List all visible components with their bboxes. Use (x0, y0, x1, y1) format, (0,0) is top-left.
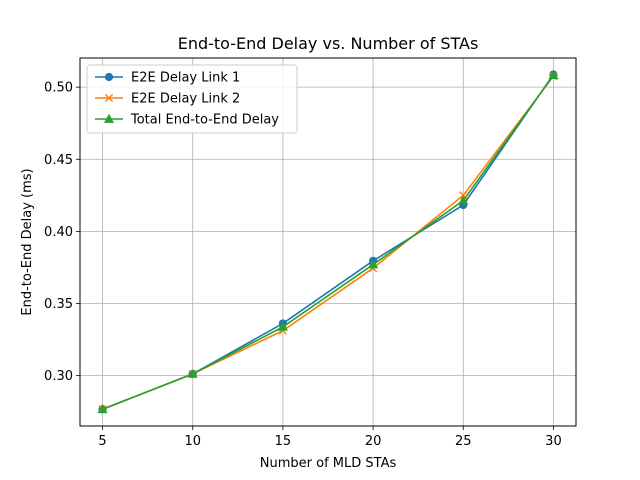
y-tick-label: 0.30 (44, 369, 73, 384)
data-point (187, 368, 198, 378)
series-line (102, 74, 555, 411)
legend-marker (104, 93, 114, 103)
y-tick-label: 0.50 (44, 81, 73, 96)
legend: E2E Delay Link 1 E2E Delay Link 2 Total En… (86, 64, 298, 134)
x-tick-label: 25 (455, 434, 472, 449)
data-point (458, 195, 469, 205)
chart-title: End-to-End Delay vs. Number of STAs (178, 34, 479, 53)
legend-item: E2E Delay Link 2 (95, 92, 240, 107)
legend-marker (103, 113, 115, 123)
data-point (368, 259, 379, 269)
y-tick-label: 0.40 (44, 225, 73, 240)
data-point (548, 70, 559, 80)
series-3 (97, 70, 559, 414)
y-axis: 0.30 0.35 0.40 0.45 0.50 (44, 81, 80, 384)
legend-box (86, 64, 298, 134)
y-axis-label: End-to-End Delay (ms) (20, 168, 35, 315)
x-tick-label: 15 (275, 434, 292, 449)
x-axis-label: Number of MLD STAs (260, 456, 397, 471)
data-point (97, 404, 108, 414)
legend-label: Total End-to-End Delay (130, 113, 279, 128)
y-tick-label: 0.35 (44, 297, 73, 312)
x-tick-label: 20 (365, 434, 382, 449)
legend-marker (104, 72, 114, 82)
data-point (277, 321, 288, 331)
x-tick-label: 10 (184, 434, 201, 449)
x-tick-label: 5 (98, 434, 106, 449)
plot-area-frame (79, 57, 577, 427)
legend-label: E2E Delay Link 2 (131, 92, 240, 107)
legend-item: Total End-to-End Delay (95, 113, 279, 128)
series-layer (97, 70, 559, 414)
x-axis: 5 10 15 20 25 30 (98, 426, 562, 449)
legend-item: E2E Delay Link 1 (95, 71, 240, 86)
y-tick-label: 0.45 (44, 153, 73, 168)
x-tick-label: 30 (545, 434, 562, 449)
legend-label: E2E Delay Link 1 (131, 71, 240, 86)
